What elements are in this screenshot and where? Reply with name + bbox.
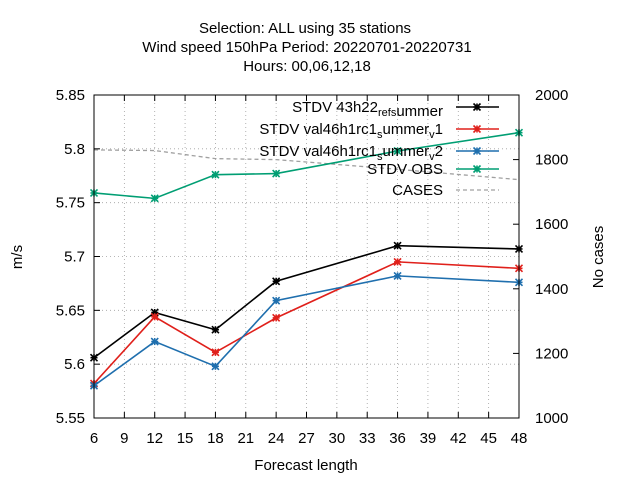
title-line-3: Hours: 00,06,12,18	[243, 58, 371, 75]
data-point	[211, 325, 220, 334]
x-tick-label: 15	[177, 430, 194, 447]
legend-entry: STDV 43h22refsummer	[292, 99, 499, 120]
x-tick-label: 27	[298, 430, 315, 447]
legend-label: STDV val46h1rc1summerv2	[259, 143, 443, 163]
legend-label: STDV 43h22refsummer	[292, 99, 443, 120]
x-tick-label: 36	[389, 430, 406, 447]
x-tick-label: 9	[120, 430, 128, 447]
series-line	[93, 261, 520, 385]
y2-tick-label: 1200	[535, 345, 568, 362]
legend-entry: STDV val46h1rc1summerv1	[259, 121, 499, 141]
y-axis: 5.55 5.6 5.65 5.7 5.75 5.8 5.85	[56, 87, 100, 427]
legend-label: STDV OBS	[367, 161, 443, 178]
y-tick-label: 5.8	[64, 141, 85, 158]
y2-tick-label: 1600	[535, 216, 568, 233]
series-line	[93, 149, 520, 181]
x-tick-label: 39	[420, 430, 437, 447]
legend-label: CASES	[392, 182, 443, 199]
x-tick-label: 33	[359, 430, 376, 447]
legend-entry: STDV val46h1rc1summerv2	[259, 143, 499, 163]
title-line-1: Selection: ALL using 35 stations	[199, 20, 411, 37]
series-line	[93, 244, 520, 359]
y-tick-label: 5.55	[56, 410, 85, 427]
legend-entry: CASES	[392, 182, 499, 199]
legend-marker	[472, 124, 482, 134]
data-point	[211, 362, 220, 371]
x-tick-label: 6	[90, 430, 98, 447]
series-stdv-obs	[89, 128, 524, 203]
data-point	[393, 146, 402, 156]
data-point	[272, 169, 281, 178]
series-layer	[89, 128, 524, 390]
data-point	[272, 296, 281, 305]
legend-marker	[472, 164, 482, 174]
legend-marker	[472, 102, 482, 112]
x-axis-label: Forecast length	[254, 457, 357, 474]
legend-label: STDV val46h1rc1summerv1	[259, 121, 443, 141]
y-tick-label: 5.7	[64, 249, 85, 266]
title-line-2: Wind speed 150hPa Period: 20220701-20220…	[142, 39, 471, 56]
x-tick-label: 42	[450, 430, 467, 447]
chart-title: Selection: ALL using 35 stations Wind sp…	[142, 20, 471, 75]
series-line	[93, 131, 520, 200]
y2-axis: 1000 1200 1400 1600 1800 2000	[513, 87, 568, 427]
data-point	[150, 194, 159, 203]
x-axis: 6 9 12 15 18 21 24 27 30 33 36 39 42 45 48	[90, 95, 528, 447]
y2-tick-label: 1400	[535, 281, 568, 298]
y-tick-label: 5.6	[64, 356, 85, 373]
series-cases	[93, 149, 520, 181]
series-line	[93, 275, 520, 387]
data-point	[211, 348, 220, 357]
data-point	[393, 271, 402, 280]
grid	[94, 95, 519, 418]
y-tick-label: 5.75	[56, 195, 85, 212]
y2-tick-label: 1800	[535, 152, 568, 169]
y-tick-label: 5.85	[56, 87, 85, 104]
legend-marker	[472, 146, 482, 156]
y2-tick-label: 1000	[535, 410, 568, 427]
data-point	[150, 312, 159, 321]
y-axis-label: m/s	[9, 245, 26, 269]
x-tick-label: 18	[207, 430, 224, 447]
data-point	[211, 170, 220, 179]
y2-tick-label: 2000	[535, 87, 568, 104]
x-tick-label: 48	[511, 430, 528, 447]
x-tick-label: 24	[268, 430, 285, 447]
data-point	[272, 313, 281, 322]
x-tick-label: 45	[480, 430, 497, 447]
legend-entry: STDV OBS	[367, 161, 499, 178]
y2-axis-label: No cases	[590, 226, 607, 289]
data-point	[150, 337, 159, 346]
x-tick-label: 30	[329, 430, 346, 447]
data-point	[272, 277, 281, 286]
x-tick-label: 21	[237, 430, 254, 447]
data-point	[393, 241, 402, 250]
data-point	[393, 257, 402, 266]
x-tick-label: 12	[146, 430, 163, 447]
y-tick-label: 5.65	[56, 302, 85, 319]
